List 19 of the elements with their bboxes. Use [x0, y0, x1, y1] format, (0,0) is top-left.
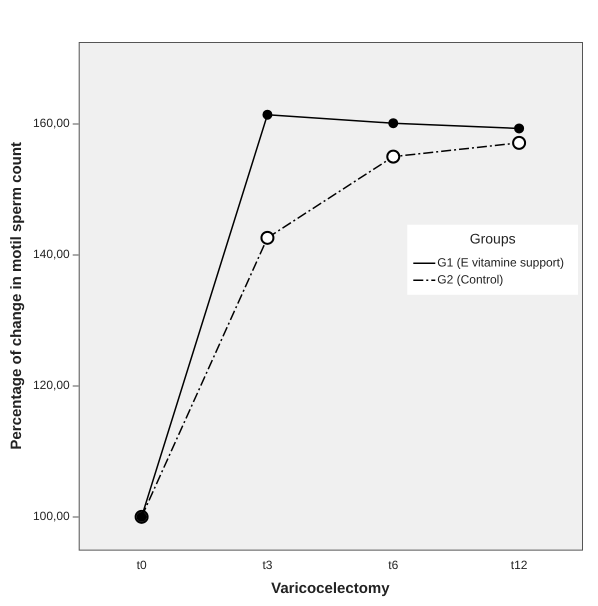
y-tick-label: 100,00: [33, 509, 70, 524]
y-tick-label: 120,00: [33, 378, 70, 392]
y-tick-label: 140,00: [33, 247, 70, 262]
x-tick-label: t3: [262, 558, 273, 572]
point: [514, 123, 524, 134]
legend-title: Groups: [470, 230, 516, 247]
x-axis-title: Varicocelectomy: [271, 580, 390, 598]
x-tick-label: t0: [136, 558, 147, 572]
point: [386, 150, 400, 164]
point: [388, 118, 398, 128]
y-axis-title: Percentage of change in motil sperm count: [8, 142, 26, 450]
y-tick-label: 160,00: [33, 116, 70, 130]
point: [260, 230, 274, 245]
legend-label: G2 (Control): [437, 272, 504, 287]
legend-label: G1 (E vitamine support): [437, 256, 564, 270]
x-tick-label: t6: [388, 558, 399, 572]
point: [512, 136, 526, 150]
point: [262, 110, 272, 120]
x-tick-label: t12: [510, 558, 528, 572]
